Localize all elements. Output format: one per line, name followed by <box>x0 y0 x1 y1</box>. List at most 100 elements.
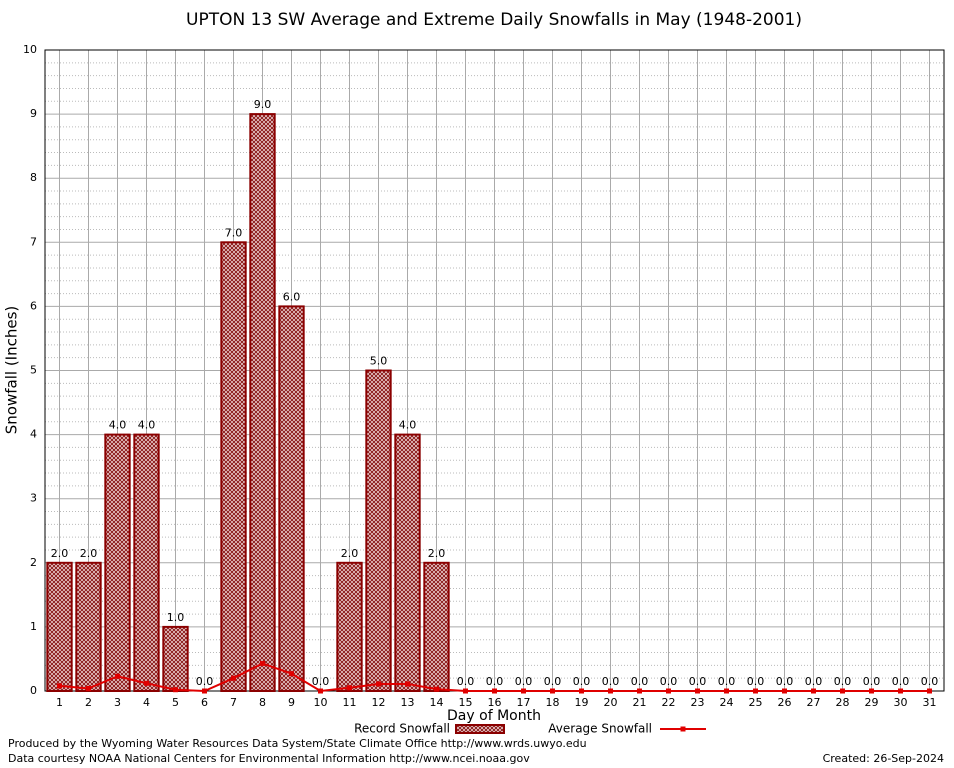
data-label: 0.0 <box>660 675 678 688</box>
x-tick-label: 20 <box>604 696 618 709</box>
point <box>347 685 352 691</box>
point <box>753 688 758 694</box>
data-label: 0.0 <box>515 675 533 688</box>
point <box>144 680 149 686</box>
data-label: 0.0 <box>863 675 881 688</box>
x-tick-label: 3 <box>114 696 121 709</box>
y-tick-label: 6 <box>30 299 37 312</box>
y-tick-label: 1 <box>30 620 37 633</box>
y-tick-label: 5 <box>30 364 37 377</box>
x-tick-label: 21 <box>633 696 647 709</box>
bar <box>46 561 73 692</box>
created-date: Created: 26-Sep-2024 <box>823 752 944 765</box>
point <box>202 688 207 694</box>
point <box>434 686 439 692</box>
data-label: 1.0 <box>167 611 185 624</box>
x-tick-label: 28 <box>836 696 850 709</box>
bar <box>220 241 247 693</box>
x-tick-label: 8 <box>259 696 266 709</box>
data-label: 0.0 <box>805 675 823 688</box>
y-tick-label: 2 <box>30 556 37 569</box>
y-tick-label: 4 <box>30 428 37 441</box>
x-axis-label: Day of Month <box>447 708 541 724</box>
legend-label: Record Snowfall <box>354 722 450 736</box>
data-label: 0.0 <box>602 675 620 688</box>
data-label: 0.0 <box>718 675 736 688</box>
data-label: 4.0 <box>109 419 127 432</box>
point <box>57 683 62 689</box>
x-tick-label: 5 <box>172 696 179 709</box>
data-label: 0.0 <box>544 675 562 688</box>
x-tick-label: 4 <box>143 696 150 709</box>
x-tick-label: 15 <box>459 696 473 709</box>
point <box>840 688 845 694</box>
point <box>782 688 787 694</box>
bar <box>336 561 363 692</box>
bar <box>75 561 102 692</box>
y-tick-label: 7 <box>30 235 37 248</box>
point <box>289 671 294 677</box>
x-tick-label: 12 <box>372 696 386 709</box>
data-label: 2.0 <box>428 547 446 560</box>
y-tick-label: 10 <box>23 43 37 56</box>
x-tick-label: 24 <box>720 696 734 709</box>
point <box>724 688 729 694</box>
data-label: 0.0 <box>457 675 475 688</box>
x-tick-label: 9 <box>288 696 295 709</box>
point <box>608 688 613 694</box>
point <box>869 688 874 694</box>
x-tick-label: 30 <box>894 696 908 709</box>
point <box>898 688 903 694</box>
footer-note: Produced by the Wyoming Water Resources … <box>8 737 587 750</box>
data-label: 0.0 <box>312 675 330 688</box>
data-label: 0.0 <box>921 675 939 688</box>
x-tick-label: 13 <box>401 696 415 709</box>
data-label: 0.0 <box>689 675 707 688</box>
point <box>86 685 91 691</box>
x-tick-label: 6 <box>201 696 208 709</box>
data-label: 0.0 <box>834 675 852 688</box>
bar <box>365 369 392 692</box>
point <box>173 687 178 693</box>
x-tick-label: 22 <box>662 696 676 709</box>
point <box>115 673 120 679</box>
data-label: 7.0 <box>225 226 243 239</box>
x-tick-label: 26 <box>778 696 792 709</box>
y-tick-label: 8 <box>30 171 37 184</box>
x-tick-label: 25 <box>749 696 763 709</box>
bar <box>133 433 160 692</box>
point <box>260 660 265 666</box>
bar <box>423 561 450 692</box>
legend-marker <box>680 726 686 732</box>
y-axis-label: Snowfall (Inches) <box>3 306 21 434</box>
x-tick-label: 1 <box>56 696 63 709</box>
x-tick-label: 16 <box>488 696 502 709</box>
legend-swatch <box>455 724 505 734</box>
point <box>695 688 700 694</box>
x-tick-label: 19 <box>575 696 589 709</box>
data-label: 2.0 <box>51 547 69 560</box>
x-tick-label: 10 <box>314 696 328 709</box>
chart-title: UPTON 13 SW Average and Extreme Daily Sn… <box>186 10 802 30</box>
data-label: 6.0 <box>283 290 301 303</box>
point <box>579 688 584 694</box>
x-tick-label: 17 <box>517 696 531 709</box>
point <box>666 688 671 694</box>
x-tick-label: 7 <box>230 696 237 709</box>
data-label: 2.0 <box>80 547 98 560</box>
x-tick-label: 14 <box>430 696 444 709</box>
point <box>521 688 526 694</box>
data-label: 9.0 <box>254 98 272 111</box>
data-label: 0.0 <box>892 675 910 688</box>
point <box>231 675 236 681</box>
y-tick-label: 3 <box>30 492 37 505</box>
data-label: 0.0 <box>631 675 649 688</box>
x-tick-label: 23 <box>691 696 705 709</box>
point <box>637 688 642 694</box>
bar <box>249 113 276 693</box>
point <box>318 688 323 694</box>
bar <box>278 305 305 692</box>
point <box>550 688 555 694</box>
bar <box>394 433 421 692</box>
